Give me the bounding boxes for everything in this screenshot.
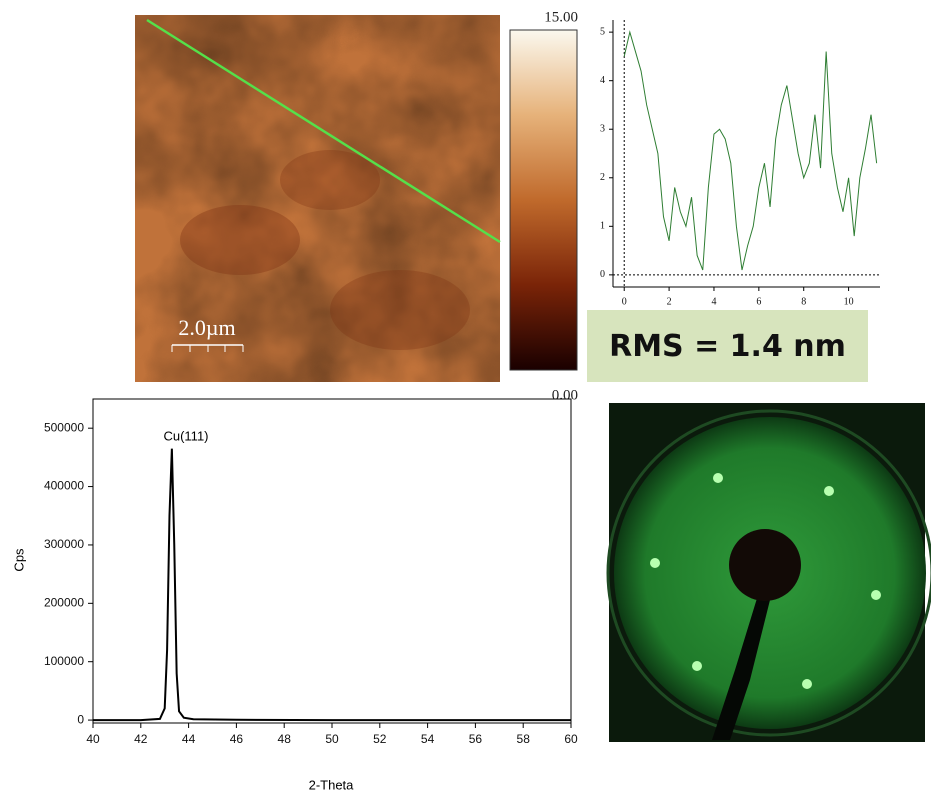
y-tick-label: 0	[600, 269, 605, 280]
annotation: Cu(111)	[163, 428, 208, 443]
scale-bar-label: 2.0µm	[178, 315, 235, 340]
rms-box: RMS = 1.4 nm	[587, 310, 868, 382]
leed-gun	[729, 529, 801, 601]
y-tick-label: 2	[600, 172, 605, 183]
data-line	[623, 30, 878, 271]
x-tick-label: 42	[134, 732, 148, 746]
y-tick-label: 1	[600, 221, 605, 232]
x-tick-label: 8	[801, 296, 806, 307]
y-tick-label: 400000	[44, 479, 84, 493]
afm-image: 2.0µm	[135, 15, 501, 382]
y-tick-label: 300000	[44, 537, 84, 551]
x-tick-label: 4	[711, 296, 716, 307]
y-tick-label: 200000	[44, 595, 84, 609]
y-tick-label: 500000	[44, 420, 84, 434]
x-tick-label: 44	[182, 732, 196, 746]
leed-holder	[712, 595, 770, 740]
profile-line	[146, 18, 501, 244]
afm-texture	[135, 15, 500, 382]
colorbar-tick-label: 0.00	[552, 387, 578, 403]
afm-dark	[180, 205, 300, 275]
x-tick-label: 46	[230, 732, 244, 746]
leed-spot	[650, 558, 660, 568]
afm-dark	[280, 150, 380, 210]
data-line	[93, 448, 571, 722]
afm-dark	[330, 270, 470, 350]
x-tick-label: 48	[278, 732, 292, 746]
leed-spot	[824, 486, 834, 496]
x-tick-label: 40	[86, 732, 100, 746]
leed-spot	[871, 590, 881, 600]
x-tick-label: 6	[756, 296, 761, 307]
y-tick-label: 5	[600, 26, 605, 37]
x-tick-label: 56	[469, 732, 483, 746]
y-axis-label: Cps	[11, 548, 26, 572]
leed-image	[606, 403, 931, 742]
leed-spot	[802, 679, 812, 689]
x-tick-label: 50	[325, 732, 339, 746]
y-tick-label: 4	[600, 75, 605, 86]
y-tick-label: 100000	[44, 654, 84, 668]
y-tick-label: 3	[600, 124, 605, 135]
y-tick-label: 0	[77, 712, 84, 726]
leed-spot	[692, 661, 702, 671]
x-tick-label: 54	[421, 732, 435, 746]
x-tick-label: 58	[517, 732, 531, 746]
leed-spot	[713, 473, 723, 483]
x-tick-label: 2	[667, 296, 672, 307]
x-tick-label: 0	[622, 296, 627, 307]
colorbar	[509, 29, 578, 371]
leed-rim	[606, 409, 931, 737]
x-tick-label: 60	[564, 732, 578, 746]
x-tick-label: 52	[373, 732, 387, 746]
x-tick-label: 10	[844, 296, 854, 307]
x-axis-label: 2-Theta	[309, 777, 355, 792]
colorbar-tick-label: 15.00	[544, 9, 578, 25]
plot-frame	[92, 398, 572, 724]
